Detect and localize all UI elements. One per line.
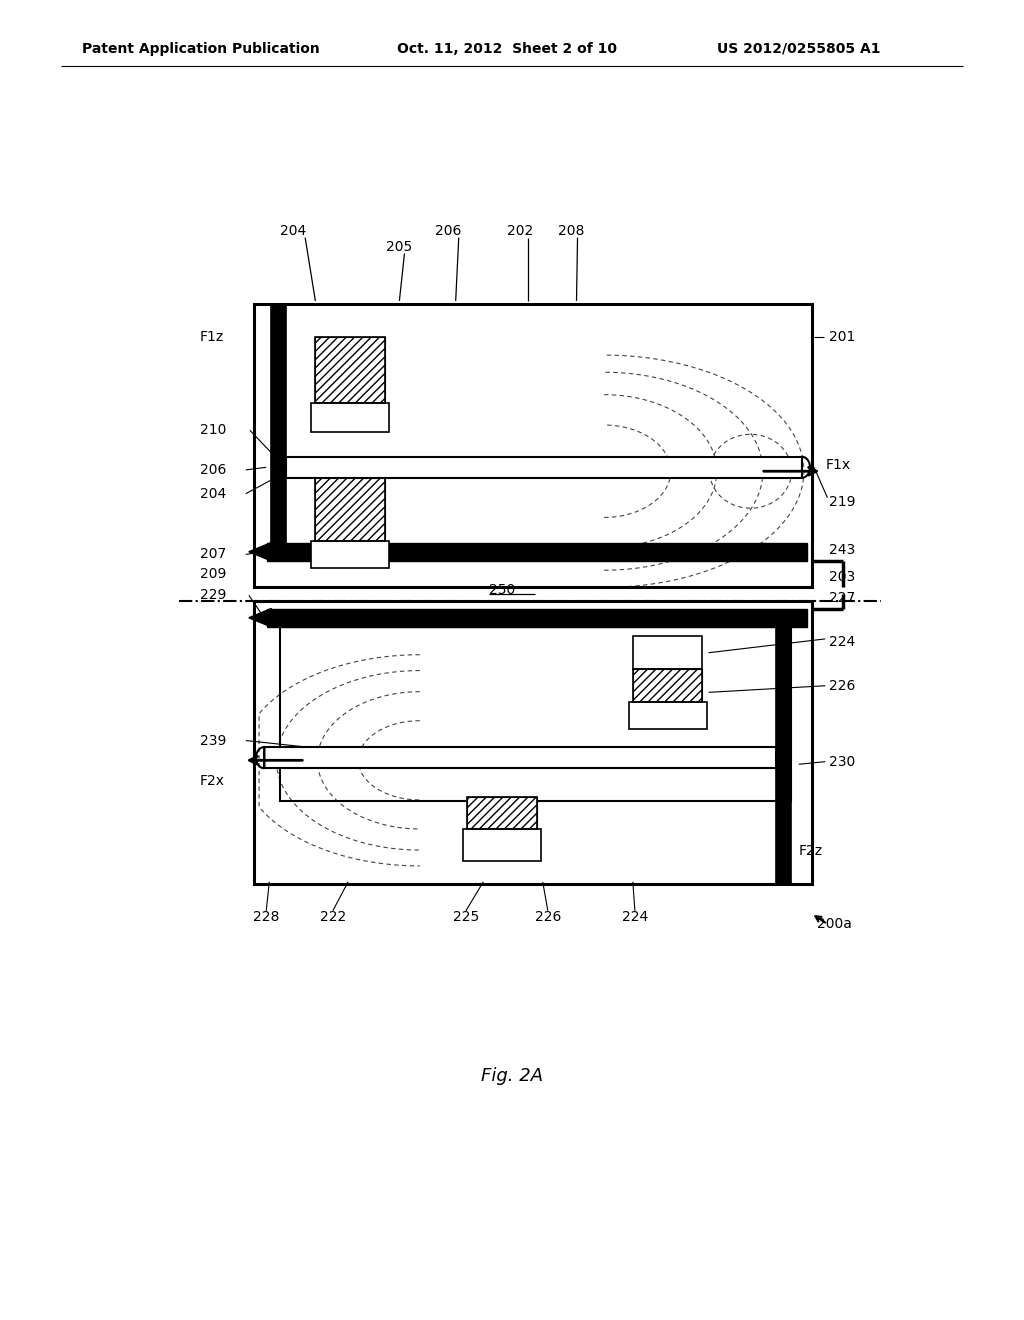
Text: 229: 229 <box>200 589 226 602</box>
Text: 207: 207 <box>200 548 226 561</box>
Text: 206: 206 <box>200 463 226 477</box>
Bar <box>315 337 385 403</box>
Text: F2x: F2x <box>200 775 224 788</box>
Text: 225: 225 <box>453 911 479 924</box>
Bar <box>286 457 802 478</box>
Text: Fig. 2A: Fig. 2A <box>481 1067 543 1085</box>
Bar <box>315 478 385 541</box>
Text: 230: 230 <box>829 755 856 768</box>
Bar <box>267 543 807 561</box>
Bar <box>776 627 791 884</box>
Text: 205: 205 <box>386 240 413 253</box>
Text: Oct. 11, 2012  Sheet 2 of 10: Oct. 11, 2012 Sheet 2 of 10 <box>397 42 617 55</box>
Text: 224: 224 <box>829 635 856 648</box>
Bar <box>629 702 707 729</box>
Text: 200a: 200a <box>817 917 852 931</box>
Text: 206: 206 <box>435 224 462 238</box>
Text: 228: 228 <box>253 911 280 924</box>
Text: F1z: F1z <box>200 330 224 343</box>
Text: US 2012/0255805 A1: US 2012/0255805 A1 <box>717 42 881 55</box>
Text: 219: 219 <box>829 495 856 508</box>
Bar <box>633 636 702 669</box>
Bar <box>264 747 776 768</box>
Text: 209: 209 <box>200 568 226 581</box>
Bar <box>311 541 389 568</box>
Text: 203: 203 <box>829 570 856 583</box>
Bar <box>254 304 812 587</box>
Text: F2z: F2z <box>799 845 823 858</box>
Text: 204: 204 <box>200 487 226 500</box>
Bar <box>467 797 537 829</box>
Text: 204: 204 <box>280 224 306 238</box>
Text: 208: 208 <box>558 224 585 238</box>
Bar <box>463 829 541 861</box>
Text: F1x: F1x <box>825 458 851 471</box>
Polygon shape <box>249 609 271 627</box>
Text: 201: 201 <box>829 330 856 343</box>
Bar <box>311 403 389 432</box>
Text: 250: 250 <box>488 583 515 597</box>
Text: 239: 239 <box>200 734 226 747</box>
Text: 226: 226 <box>535 911 561 924</box>
Text: 226: 226 <box>829 678 856 693</box>
Text: 243: 243 <box>829 544 856 557</box>
Bar <box>633 669 702 702</box>
Bar <box>633 669 702 702</box>
Text: 227: 227 <box>829 591 856 605</box>
Bar <box>315 478 385 541</box>
Bar <box>254 601 812 884</box>
Text: 224: 224 <box>622 911 648 924</box>
Text: Patent Application Publication: Patent Application Publication <box>82 42 319 55</box>
Polygon shape <box>249 543 271 561</box>
Text: 222: 222 <box>319 911 346 924</box>
Bar <box>315 337 385 403</box>
Bar <box>467 797 537 829</box>
Bar <box>267 609 807 627</box>
Bar <box>280 627 791 801</box>
Text: 202: 202 <box>507 224 534 238</box>
Bar <box>271 304 286 561</box>
Text: 210: 210 <box>200 424 226 437</box>
